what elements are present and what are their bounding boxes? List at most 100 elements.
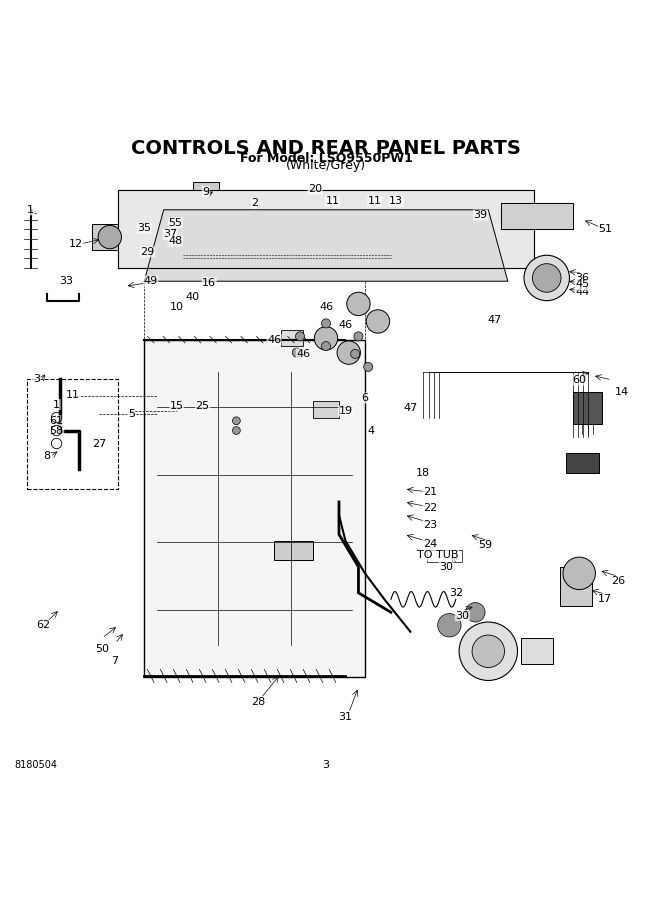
Bar bbox=[274, 541, 313, 561]
Text: 20: 20 bbox=[308, 184, 322, 194]
Text: 35: 35 bbox=[137, 223, 151, 233]
Text: 30: 30 bbox=[439, 562, 453, 572]
Circle shape bbox=[472, 635, 505, 668]
Text: 15: 15 bbox=[170, 400, 184, 411]
Text: 8: 8 bbox=[43, 452, 50, 462]
Text: (White/Grey): (White/Grey) bbox=[286, 159, 366, 172]
Text: 47: 47 bbox=[488, 315, 502, 325]
Circle shape bbox=[337, 341, 361, 365]
Text: 40: 40 bbox=[186, 292, 200, 302]
Text: 49: 49 bbox=[143, 276, 158, 286]
Circle shape bbox=[233, 427, 241, 435]
Text: 55: 55 bbox=[168, 218, 183, 228]
Polygon shape bbox=[144, 210, 508, 281]
Text: 17: 17 bbox=[598, 594, 612, 604]
Circle shape bbox=[347, 292, 370, 316]
Polygon shape bbox=[501, 203, 572, 230]
Text: 37: 37 bbox=[163, 230, 177, 239]
Text: 39: 39 bbox=[473, 210, 488, 220]
Text: 47: 47 bbox=[404, 403, 417, 413]
Bar bbox=[426, 550, 462, 562]
Circle shape bbox=[292, 348, 301, 357]
Text: 46: 46 bbox=[296, 349, 310, 359]
Text: 12: 12 bbox=[69, 239, 83, 249]
Bar bbox=[280, 330, 303, 346]
Bar bbox=[313, 401, 339, 418]
Circle shape bbox=[295, 332, 304, 341]
Text: 50: 50 bbox=[95, 644, 109, 654]
Text: 58: 58 bbox=[50, 426, 64, 436]
Bar bbox=[93, 224, 128, 250]
Text: 11: 11 bbox=[325, 196, 340, 206]
Text: 18: 18 bbox=[417, 468, 430, 478]
Circle shape bbox=[314, 327, 338, 350]
Bar bbox=[27, 379, 118, 489]
Text: 31: 31 bbox=[338, 713, 353, 723]
Bar bbox=[193, 182, 219, 202]
Circle shape bbox=[233, 417, 241, 425]
Text: 30: 30 bbox=[455, 610, 469, 621]
Text: 7: 7 bbox=[111, 656, 119, 666]
Text: 5: 5 bbox=[128, 410, 135, 419]
Text: 23: 23 bbox=[422, 519, 437, 530]
Circle shape bbox=[364, 363, 373, 372]
Circle shape bbox=[563, 557, 595, 590]
Text: 51: 51 bbox=[598, 224, 612, 234]
Text: 1: 1 bbox=[53, 400, 60, 410]
Text: For Model: LSQ9550PW1: For Model: LSQ9550PW1 bbox=[239, 151, 413, 165]
Text: 19: 19 bbox=[338, 406, 353, 416]
Text: 13: 13 bbox=[389, 196, 403, 206]
Text: 60: 60 bbox=[572, 375, 586, 385]
Bar bbox=[559, 567, 592, 606]
Text: 46: 46 bbox=[267, 335, 281, 345]
Text: 21: 21 bbox=[422, 487, 437, 497]
Circle shape bbox=[354, 332, 363, 341]
Text: 11: 11 bbox=[368, 196, 381, 206]
Text: 33: 33 bbox=[59, 276, 73, 286]
Text: 3: 3 bbox=[323, 760, 329, 770]
Circle shape bbox=[524, 256, 569, 301]
Text: 25: 25 bbox=[196, 400, 210, 411]
Circle shape bbox=[459, 622, 518, 680]
Text: 59: 59 bbox=[478, 540, 492, 551]
Circle shape bbox=[533, 264, 561, 292]
Text: 1: 1 bbox=[27, 205, 34, 215]
Circle shape bbox=[366, 310, 390, 333]
Circle shape bbox=[321, 319, 331, 328]
Text: CONTROLS AND REAR PANEL PARTS: CONTROLS AND REAR PANEL PARTS bbox=[131, 139, 521, 158]
Text: 11: 11 bbox=[66, 390, 80, 400]
Text: 10: 10 bbox=[170, 302, 184, 312]
Text: 14: 14 bbox=[614, 387, 629, 397]
Circle shape bbox=[351, 349, 360, 358]
Text: 24: 24 bbox=[422, 539, 437, 549]
Text: 48: 48 bbox=[168, 236, 183, 246]
Text: 26: 26 bbox=[611, 576, 625, 586]
Text: 3: 3 bbox=[34, 374, 40, 383]
Circle shape bbox=[437, 614, 461, 637]
Text: 27: 27 bbox=[92, 438, 106, 448]
Text: 46: 46 bbox=[338, 320, 353, 329]
Text: 28: 28 bbox=[251, 697, 265, 706]
Text: 36: 36 bbox=[576, 273, 589, 283]
Text: 44: 44 bbox=[575, 287, 589, 297]
Polygon shape bbox=[118, 190, 534, 268]
Text: 4: 4 bbox=[368, 426, 375, 436]
Text: 6: 6 bbox=[361, 393, 368, 403]
Text: 2: 2 bbox=[251, 198, 258, 208]
Text: 8180504: 8180504 bbox=[14, 760, 57, 770]
Circle shape bbox=[466, 603, 485, 622]
Text: 45: 45 bbox=[575, 279, 589, 290]
Text: 22: 22 bbox=[422, 503, 437, 513]
Circle shape bbox=[321, 342, 331, 351]
Text: 9: 9 bbox=[202, 186, 209, 196]
Text: 32: 32 bbox=[449, 588, 463, 598]
Bar bbox=[572, 392, 602, 424]
Text: TO TUB: TO TUB bbox=[417, 550, 458, 560]
Text: 16: 16 bbox=[202, 277, 216, 287]
Bar bbox=[144, 339, 365, 677]
Bar bbox=[566, 454, 599, 473]
Bar bbox=[521, 638, 554, 664]
Text: 62: 62 bbox=[37, 620, 51, 630]
Text: 46: 46 bbox=[319, 302, 333, 312]
Text: 29: 29 bbox=[140, 247, 155, 257]
